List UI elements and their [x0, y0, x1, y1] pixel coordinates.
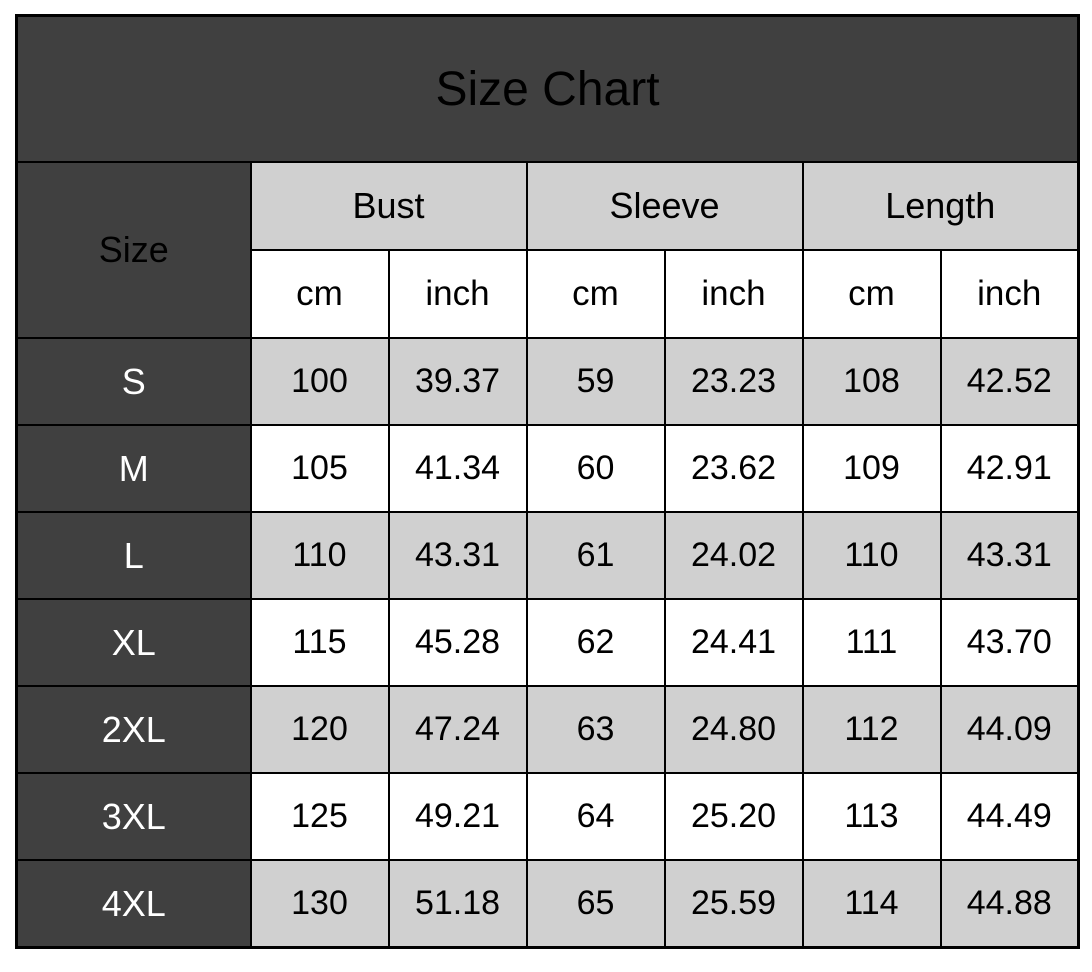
sleeve-cm-value: 63 [525, 685, 666, 774]
length-cm-value: 111 [801, 598, 942, 687]
bust-inch-value: 39.37 [387, 337, 528, 426]
sleeve-cm-value: 59 [525, 337, 666, 426]
size-label: 4XL [15, 859, 252, 949]
bust-cm-value: 110 [249, 511, 390, 600]
sleeve-inch-value: 24.41 [663, 598, 804, 687]
length-cm-value: 114 [801, 859, 942, 949]
sleeve-inch-value: 23.23 [663, 337, 804, 426]
sleeve-cm-value: 60 [525, 424, 666, 513]
column-group-bust: Bust [249, 161, 528, 251]
size-chart-table: Size Chart Size Bust Sleeve Length cm in… [15, 14, 1081, 949]
size-label: L [15, 511, 252, 600]
sleeve-inch-value: 25.59 [663, 859, 804, 949]
size-label: 2XL [15, 685, 252, 774]
table-row-2xl: 2XL 120 47.24 63 24.80 112 44.09 [15, 685, 1080, 774]
title-row: Size Chart [15, 14, 1080, 163]
length-cm-value: 113 [801, 772, 942, 861]
bust-inch-value: 45.28 [387, 598, 528, 687]
table-row-s: S 100 39.37 59 23.23 108 42.52 [15, 337, 1080, 426]
length-inch-value: 44.88 [939, 859, 1080, 949]
unit-header-sleeve-cm: cm [525, 249, 666, 339]
table-row-3xl: 3XL 125 49.21 64 25.20 113 44.49 [15, 772, 1080, 861]
unit-header-row: cm inch cm inch cm inch [17, 249, 1080, 339]
unit-header-bust-cm: cm [249, 249, 390, 339]
sleeve-cm-value: 65 [525, 859, 666, 949]
length-inch-value: 44.49 [939, 772, 1080, 861]
size-label: XL [15, 598, 252, 687]
sleeve-cm-value: 64 [525, 772, 666, 861]
length-cm-value: 109 [801, 424, 942, 513]
bust-cm-value: 130 [249, 859, 390, 949]
sleeve-inch-value: 25.20 [663, 772, 804, 861]
length-inch-value: 42.52 [939, 337, 1080, 426]
length-cm-value: 108 [801, 337, 942, 426]
bust-cm-value: 125 [249, 772, 390, 861]
sleeve-inch-value: 24.02 [663, 511, 804, 600]
length-cm-value: 112 [801, 685, 942, 774]
sleeve-cm-value: 62 [525, 598, 666, 687]
table-row-l: L 110 43.31 61 24.02 110 43.31 [15, 511, 1080, 600]
column-group-row: Size Bust Sleeve Length [15, 161, 1080, 339]
length-inch-value: 44.09 [939, 685, 1080, 774]
unit-header-length-cm: cm [801, 249, 942, 339]
unit-header-length-inch: inch [939, 249, 1080, 339]
bust-cm-value: 120 [249, 685, 390, 774]
sleeve-inch-value: 23.62 [663, 424, 804, 513]
table-row-m: M 105 41.34 60 23.62 109 42.91 [15, 424, 1080, 513]
bust-cm-value: 105 [249, 424, 390, 513]
page-title: Size Chart [15, 14, 1080, 163]
sleeve-inch-value: 24.80 [663, 685, 804, 774]
size-label: 3XL [15, 772, 252, 861]
size-label: S [15, 337, 252, 426]
table-row-4xl: 4XL 130 51.18 65 25.59 114 44.88 [15, 859, 1080, 949]
bust-inch-value: 41.34 [387, 424, 528, 513]
length-inch-value: 43.70 [939, 598, 1080, 687]
length-cm-value: 110 [801, 511, 942, 600]
column-group-length: Length [801, 161, 1080, 251]
unit-header-sleeve-inch: inch [663, 249, 804, 339]
bust-cm-value: 100 [249, 337, 390, 426]
bust-cm-value: 115 [249, 598, 390, 687]
size-label: M [15, 424, 252, 513]
sleeve-cm-value: 61 [525, 511, 666, 600]
length-inch-value: 42.91 [939, 424, 1080, 513]
unit-header-bust-inch: inch [387, 249, 528, 339]
length-inch-value: 43.31 [939, 511, 1080, 600]
bust-inch-value: 51.18 [387, 859, 528, 949]
table-row-xl: XL 115 45.28 62 24.41 111 43.70 [15, 598, 1080, 687]
column-group-sleeve: Sleeve [525, 161, 804, 251]
bust-inch-value: 49.21 [387, 772, 528, 861]
bust-inch-value: 43.31 [387, 511, 528, 600]
bust-inch-value: 47.24 [387, 685, 528, 774]
column-header-size: Size [15, 161, 252, 339]
